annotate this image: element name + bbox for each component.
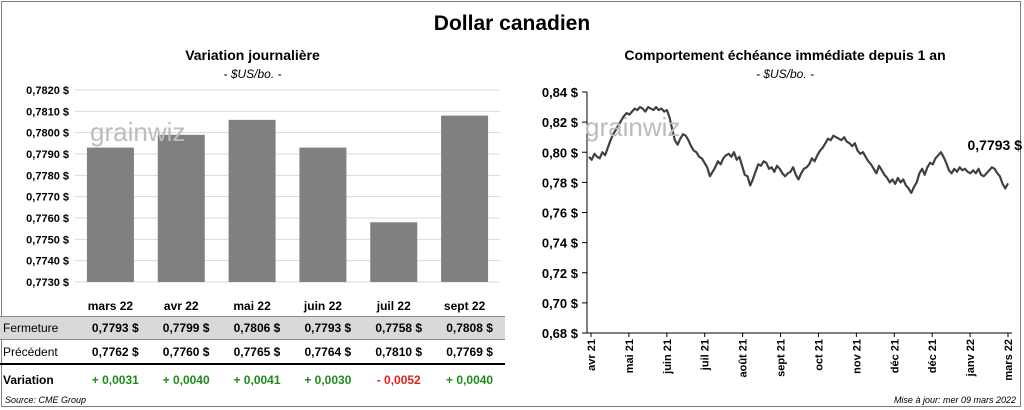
x-tick-label: déc 21 [889, 339, 901, 373]
bar [299, 147, 347, 282]
last-value-label: 0,7793 $ [968, 137, 1023, 153]
x-tick-label: janv 22 [965, 339, 977, 377]
x-tick-label: juil 22 [376, 299, 411, 313]
y-tick-label: 0,74 $ [542, 236, 579, 251]
variation-cell: - 0,0052 [376, 373, 421, 387]
y-tick-label: 0,7780 $ [26, 170, 69, 182]
variation-cell: + 0,0040 [446, 373, 494, 387]
x-tick-label: sept 21 [776, 339, 788, 377]
y-tick-label: 0,7760 $ [26, 213, 69, 225]
y-tick-label: 0,7730 $ [26, 277, 69, 289]
variation-label: Variation [3, 373, 54, 387]
update-date: Mise à jour: mer 09 mars 2022 [893, 395, 1016, 405]
y-tick-label: 0,7770 $ [26, 192, 69, 204]
y-tick-label: 0,7800 $ [26, 128, 69, 140]
table-row-fermeture: Fermeture 0,7793 $ 0,7799 $ 0,7806 $ 0,7… [0, 316, 505, 340]
table-row-variation: Variation + 0,0031 + 0,0040 + 0,0041 + 0… [0, 368, 505, 392]
right-chart-unit: - $US/bo. - [755, 67, 815, 81]
y-tick-label: 0,82 $ [542, 115, 579, 130]
x-tick-label: sept 22 [444, 299, 486, 313]
y-tick-label: 0,7810 $ [26, 106, 69, 118]
x-tick-label: juil 21 [700, 339, 712, 371]
x-tick-label: déc 21 [927, 339, 939, 373]
fermeture-cell: 0,7808 $ [446, 321, 493, 335]
page-title: Dollar canadien [433, 12, 591, 35]
right-watermark-logo: grainwiz [585, 112, 681, 142]
right-line-chart: 0,68 $ 0,70 $ 0,72 $ 0,74 $ 0,76 $ 0,78 $ 0,80… [542, 85, 1023, 381]
variation-cell: + 0,0030 [304, 373, 352, 387]
x-tick-label: juin 22 [303, 299, 342, 313]
y-tick-label: 0,78 $ [542, 175, 579, 190]
y-tick-label: 0,70 $ [542, 296, 579, 311]
y-tick-label: 0,7790 $ [26, 149, 69, 161]
precedent-cell: 0,7769 $ [446, 345, 493, 359]
fermeture-cell: 0,7806 $ [233, 321, 281, 335]
x-tick-label: avr 22 [164, 299, 199, 313]
y-tick-label: 0,72 $ [542, 266, 579, 281]
precedent-cell: 0,7810 $ [375, 345, 423, 359]
bar [228, 119, 276, 282]
x-tick-label: mai 21 [624, 339, 636, 373]
variation-cell: + 0,0041 [233, 373, 281, 387]
y-tick-label: 0,68 $ [542, 326, 579, 341]
y-tick-label: 0,84 $ [542, 85, 579, 100]
bar [86, 147, 134, 282]
x-tick-label: août 21 [738, 339, 750, 378]
left-bar-chart: 0,7730 $ 0,7740 $ 0,7750 $ 0,7760 $ 0,7770 $… [26, 85, 500, 313]
precedent-label: Précédent [3, 345, 58, 359]
bar [370, 222, 418, 282]
right-chart-title: Comportement échéance immédiate depuis 1… [624, 47, 946, 63]
fermeture-cell: 0,7793 $ [91, 321, 139, 335]
x-tick-label: juin 21 [662, 339, 674, 375]
left-chart-unit: - $US/bo. - [223, 67, 282, 81]
variation-cell: + 0,0031 [91, 373, 139, 387]
precedent-cell: 0,7765 $ [233, 345, 281, 359]
bar [441, 115, 489, 282]
bar [157, 134, 205, 282]
y-tick-label: 0,76 $ [542, 206, 579, 221]
y-tick-label: 0,7820 $ [26, 85, 69, 97]
y-tick-label: 0,7740 $ [26, 256, 69, 268]
fermeture-cell: 0,7793 $ [304, 321, 352, 335]
x-tick-label: mars 22 [1003, 339, 1015, 381]
y-tick-label: 0,7750 $ [26, 234, 69, 246]
x-tick-label: oct 21 [813, 339, 825, 371]
x-tick-label: avr 21 [586, 339, 598, 371]
source-note: Source: CME Group [5, 395, 87, 405]
fermeture-label: Fermeture [3, 321, 59, 335]
x-tick-label: mars 22 [88, 299, 134, 313]
fermeture-cell: 0,7799 $ [162, 321, 210, 335]
series-line [588, 106, 1009, 194]
variation-cell: + 0,0040 [162, 373, 210, 387]
x-tick-label: nov 21 [851, 339, 863, 374]
left-watermark-logo: grainwiz [90, 117, 186, 147]
left-chart-title: Variation journalière [185, 47, 320, 63]
fermeture-cell: 0,7758 $ [375, 321, 423, 335]
precedent-cell: 0,7760 $ [162, 345, 210, 359]
precedent-cell: 0,7764 $ [304, 345, 352, 359]
y-tick-label: 0,80 $ [542, 145, 579, 160]
precedent-cell: 0,7762 $ [91, 345, 139, 359]
x-tick-label: mai 22 [233, 299, 271, 313]
table-row-precedent: Précédent 0,7762 $ 0,7760 $ 0,7765 $ 0,7… [0, 341, 505, 365]
